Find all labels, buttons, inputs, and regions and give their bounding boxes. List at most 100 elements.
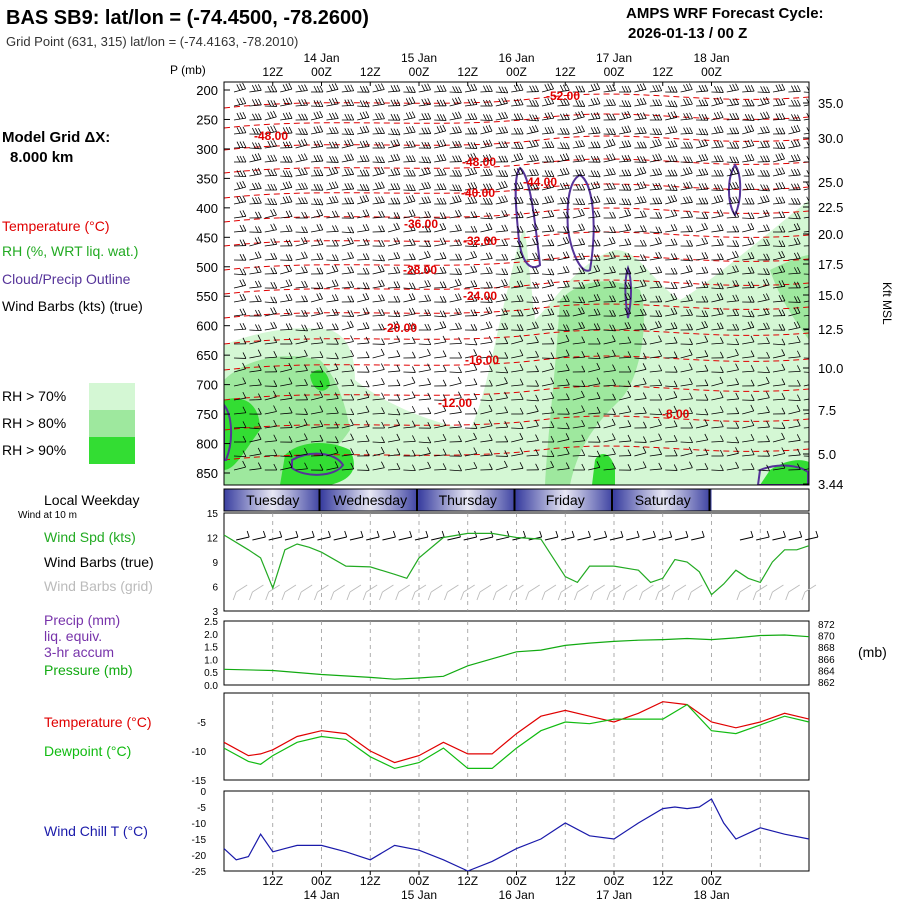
pressure-tick: 350 <box>196 171 218 186</box>
isotherm-label: -24.00 <box>463 289 497 303</box>
height-tick: 17.5 <box>818 257 843 272</box>
y-tick: 2.5 <box>204 617 218 628</box>
weekday-label: Tuesday <box>246 492 299 508</box>
y-tick: -15 <box>192 776 207 787</box>
local-weekday-label: Local Weekday <box>44 492 139 508</box>
temperature-label: Temperature (°C) <box>44 714 152 730</box>
height-tick: 22.5 <box>818 200 843 215</box>
y-tick: 2.0 <box>204 630 218 641</box>
pressure-tick: 250 <box>196 112 218 127</box>
weekday-label: Thursday <box>439 492 497 508</box>
forecast-cycle-value: 2026-01-13 / 00 Z <box>628 25 747 42</box>
pressure-tick: 200 <box>196 83 218 98</box>
bottom-hour-label: 00Z <box>604 874 625 888</box>
height-tick: 25.0 <box>818 175 843 190</box>
pressure-axis-label: P (mb) <box>170 63 206 77</box>
precip-label-2: liq. equiv. <box>44 628 102 644</box>
wind-at-10m-label: Wind at 10 m <box>18 510 77 521</box>
bottom-hour-label: 12Z <box>262 874 283 888</box>
wind-barbs-true-label: Wind Barbs (true) <box>44 554 154 570</box>
pressure-tick: 870 <box>818 632 835 643</box>
height-tick: 3.44 <box>818 477 843 492</box>
y-tick: -5 <box>197 803 206 814</box>
y-tick: 9 <box>212 558 218 569</box>
top-date-label: 17 Jan <box>596 51 632 65</box>
top-hour-label: 12Z <box>262 65 283 79</box>
dewpoint-label: Dewpoint (°C) <box>44 743 131 759</box>
pressure-tick: 300 <box>196 142 218 157</box>
top-date-label: 14 Jan <box>303 51 339 65</box>
pressure-tick: 700 <box>196 378 218 393</box>
bottom-date-label: 16 Jan <box>498 888 534 900</box>
isotherm-label: -36.00 <box>404 217 438 231</box>
precip-label: Precip (mm) <box>44 612 120 628</box>
top-hour-label: 00Z <box>604 65 625 79</box>
bottom-date-label: 17 Jan <box>596 888 632 900</box>
height-tick: 30.0 <box>818 131 843 146</box>
y-tick: 6 <box>212 583 218 594</box>
pressure-tick: 868 <box>818 643 835 654</box>
pressure-label: Pressure (mb) <box>44 662 133 678</box>
pressure-tick: 872 <box>818 620 835 631</box>
y-tick: -5 <box>197 718 206 729</box>
bottom-hour-label: 12Z <box>457 874 478 888</box>
wind-speed-label: Wind Spd (kts) <box>44 529 136 545</box>
y-tick: -15 <box>192 835 207 846</box>
height-tick: 12.5 <box>818 322 843 337</box>
isotherm-label: -48.00 <box>462 155 496 169</box>
pressure-tick: 750 <box>196 407 218 422</box>
temperature-panel: -5 -10 -15 <box>192 693 809 787</box>
y-tick: -10 <box>192 747 207 758</box>
isotherm-label: -12.00 <box>438 396 472 410</box>
top-hour-label: 00Z <box>409 65 430 79</box>
page-title: BAS SB9: lat/lon = (-74.4500, -78.2600) <box>6 7 369 29</box>
isotherm-label: -8.00 <box>662 407 690 421</box>
top-hour-label: 12Z <box>360 65 381 79</box>
wind-chill-label: Wind Chill T (°C) <box>44 823 148 839</box>
top-hour-label: 12Z <box>555 65 576 79</box>
grid-spacing-value: 8.000 km <box>10 149 73 166</box>
bottom-date-label: 15 Jan <box>401 888 437 900</box>
pressure-tick: 600 <box>196 319 218 334</box>
height-axis-label: Kft MSL <box>880 282 894 325</box>
top-hour-label: 00Z <box>311 65 332 79</box>
wind-chill-panel: 0 -5 -10 -15 -20 -25 <box>192 787 809 878</box>
rh-legend-label: RH > 80% <box>2 415 66 431</box>
y-tick: -10 <box>192 819 207 830</box>
rh-swatch <box>89 437 135 464</box>
top-date-label: 18 Jan <box>693 51 729 65</box>
isotherm-label: -40.00 <box>461 186 495 200</box>
height-tick: 10.0 <box>818 361 843 376</box>
top-hour-label: 00Z <box>506 65 527 79</box>
pressure-unit-label: (mb) <box>858 644 887 660</box>
rh-swatch <box>89 383 135 410</box>
pressure-tick: 850 <box>196 466 218 481</box>
bottom-hour-label: 12Z <box>555 874 576 888</box>
pressure-tick: 650 <box>196 348 218 363</box>
rh-legend-label: RH > 70% <box>2 388 66 404</box>
height-tick: 35.0 <box>818 96 843 111</box>
y-tick: 12 <box>207 534 219 545</box>
precip-label-3: 3-hr accum <box>44 644 114 660</box>
weekday-label: Friday <box>546 492 585 508</box>
height-tick: 20.0 <box>818 227 843 242</box>
y-tick: -25 <box>192 867 207 878</box>
rh-swatch <box>89 410 135 437</box>
rh-legend-label: RH > 90% <box>2 442 66 458</box>
y-tick: -20 <box>192 851 207 862</box>
pressure-tick: 864 <box>818 666 835 677</box>
legend-temperature: Temperature (°C) <box>2 218 110 234</box>
top-date-label: 15 Jan <box>401 51 437 65</box>
weekday-label: Saturday <box>635 492 691 508</box>
bottom-hour-label: 00Z <box>409 874 430 888</box>
bottom-hour-label: 00Z <box>506 874 527 888</box>
bottom-hour-label: 00Z <box>311 874 332 888</box>
weekday-label: Wednesday <box>333 492 407 508</box>
bottom-date-label: 18 Jan <box>693 888 729 900</box>
pressure-tick: 500 <box>196 260 218 275</box>
y-tick: 0 <box>200 787 206 798</box>
